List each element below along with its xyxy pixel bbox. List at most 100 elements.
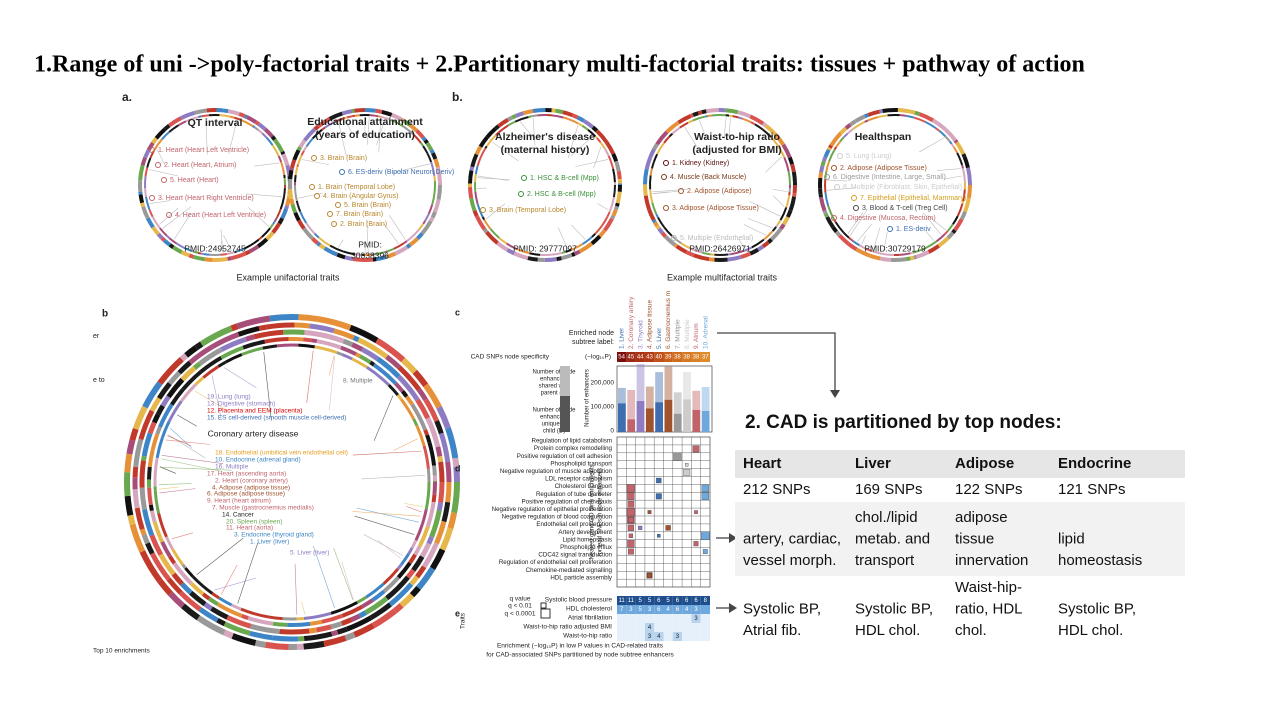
ring-segment (775, 224, 779, 228)
ring-segment (124, 472, 131, 497)
tree-branch (383, 223, 399, 245)
trait-cell (617, 614, 627, 623)
ring-segment (155, 426, 162, 435)
ring-segment (899, 114, 907, 117)
ring-segment (649, 189, 654, 203)
ring-segment (436, 502, 444, 511)
ring-segment (823, 212, 830, 218)
ring-segment (376, 356, 401, 379)
ring-segment (838, 234, 850, 246)
circle-title: Coronary artery disease (208, 428, 299, 438)
ring-segment (380, 115, 392, 121)
ring-segment (400, 398, 416, 420)
ring-segment (149, 510, 157, 522)
ring-segment (321, 613, 344, 624)
ring-segment (963, 197, 971, 213)
ring-segment (399, 593, 415, 608)
ring-segment (430, 161, 436, 177)
tree-branch (571, 224, 586, 240)
node-label: 5. Lung (Lung) (846, 153, 892, 160)
ring-segment (438, 481, 445, 503)
ring-segment (160, 395, 171, 408)
ring-segment (330, 621, 343, 630)
trait-cell (663, 614, 673, 623)
tree-branch (558, 227, 568, 250)
ring-segment (317, 316, 352, 331)
node-dot (518, 191, 524, 197)
ring-segment (855, 247, 871, 258)
node-label: 4. Digestive (Mucosa, Rectum) (840, 215, 936, 222)
ring-segment (243, 114, 248, 119)
slide-title: 1.Range of uni ->poly-factorial traits +… (34, 52, 1085, 78)
ring-segment (956, 203, 964, 217)
ring-segment (869, 253, 881, 261)
label: subtree label: (572, 339, 614, 346)
bar (655, 402, 663, 432)
ring-segment (649, 175, 652, 190)
bar (627, 419, 636, 432)
ring-segment (422, 508, 428, 521)
tree-branch (652, 189, 688, 193)
ring-segment (879, 109, 883, 114)
ring-segment (167, 400, 183, 423)
ring-segment (656, 142, 665, 155)
ring-segment (871, 250, 882, 255)
ring-segment (160, 541, 172, 558)
ring-segment (648, 148, 656, 159)
ring-segment (313, 124, 320, 131)
ring-segment (770, 227, 783, 241)
ring-segment (180, 383, 197, 403)
ring-segment (476, 203, 484, 218)
ring-segment (706, 108, 719, 114)
ring-segment (261, 227, 271, 238)
ring-segment (161, 420, 171, 439)
label: (−log₁₀P) (585, 354, 611, 361)
ring-segment (155, 404, 165, 416)
ring-segment (783, 157, 790, 172)
ring-segment (657, 216, 666, 229)
ring-segment (143, 149, 151, 159)
ring-segment (157, 381, 172, 400)
ring-segment (825, 216, 835, 229)
tree-branch (684, 126, 697, 147)
ring-segment (375, 108, 383, 114)
ring-segment (375, 337, 406, 363)
ring-segment (254, 639, 266, 648)
ring-segment (489, 228, 500, 239)
table-cell: chol./lipid (855, 509, 918, 526)
ring-segment (227, 109, 240, 116)
label: 39 (665, 355, 672, 361)
ring-segment (388, 582, 414, 607)
ring-segment (761, 240, 770, 249)
node-label: 3. Heart (Heart Right Ventricle) (158, 195, 254, 202)
label: 11 (628, 598, 635, 604)
tree-branch (301, 159, 330, 165)
ring-segment (708, 257, 715, 262)
ring-segment (944, 135, 951, 143)
tree-branch (159, 207, 179, 225)
trait-cell (654, 614, 664, 623)
ring-segment (257, 129, 263, 135)
label: 4 (648, 625, 652, 631)
ring-segment (652, 143, 659, 150)
go-term: Positive regulation of chemotaxis (522, 498, 612, 505)
ring-segment (655, 224, 661, 230)
node-dot (851, 195, 857, 201)
ring-segment (432, 465, 437, 476)
ring-segment (828, 144, 834, 149)
tree-branch (162, 206, 192, 229)
trait-cell (626, 623, 636, 632)
ring-segment (909, 255, 915, 261)
ring-segment (413, 134, 422, 144)
ring-segment (701, 109, 707, 115)
go-cell (626, 508, 635, 517)
ring-segment (920, 246, 928, 251)
node-dot (339, 169, 345, 175)
ring-segment (826, 146, 832, 151)
ring-segment (506, 115, 514, 122)
trait-cell (663, 605, 673, 614)
ring-segment (126, 439, 136, 455)
ring-segment (149, 150, 155, 159)
ring-segment (423, 139, 429, 145)
ring-segment (297, 219, 306, 230)
